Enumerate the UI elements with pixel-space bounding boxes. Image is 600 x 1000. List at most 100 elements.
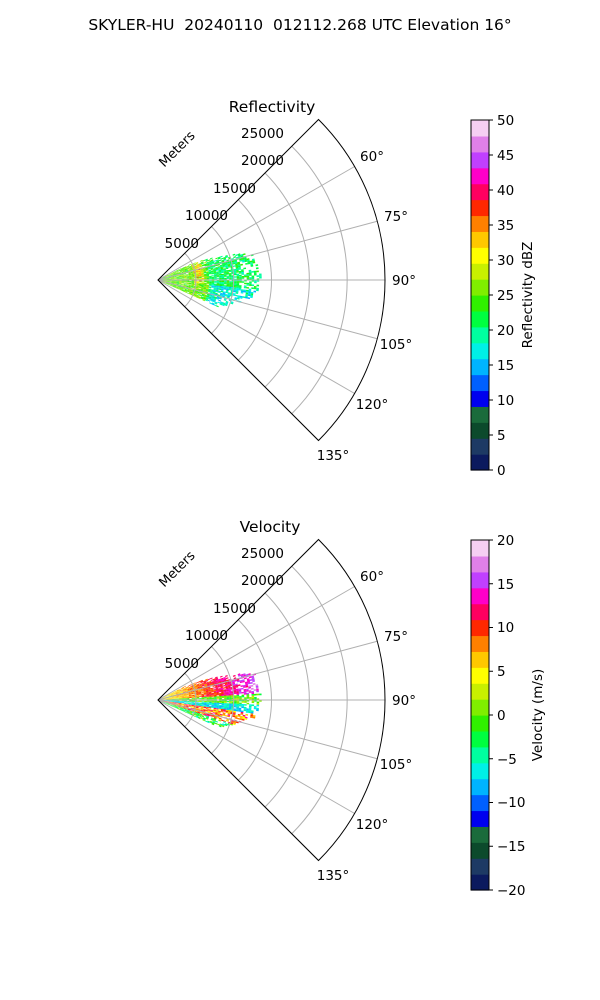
field-cell <box>252 680 255 683</box>
field-cell <box>218 288 222 290</box>
field-cell <box>195 708 199 710</box>
field-cell <box>247 261 251 263</box>
field-cell <box>176 695 179 696</box>
field-cell <box>209 295 212 298</box>
field-cell <box>181 268 185 270</box>
field-cell <box>163 276 167 278</box>
field-cell <box>196 286 199 288</box>
field-cell <box>205 678 208 681</box>
field-cell <box>171 704 174 706</box>
field-cell <box>221 692 224 695</box>
field-cell <box>198 274 202 276</box>
field-cell <box>238 270 242 273</box>
field-cell <box>186 286 189 288</box>
field-cell <box>218 274 222 276</box>
field-cell <box>206 703 210 705</box>
field-cell <box>206 276 210 277</box>
field-cell <box>213 272 217 274</box>
field-cell <box>185 288 189 290</box>
field-cell <box>226 701 230 703</box>
field-cell <box>241 691 244 694</box>
field-cell <box>188 285 192 287</box>
field-cell <box>195 271 199 273</box>
field-cell <box>166 278 170 279</box>
field-cell <box>209 720 213 723</box>
field-cell <box>235 709 239 712</box>
field-cell <box>197 265 200 268</box>
field-cell <box>234 695 237 697</box>
field-cell <box>191 275 195 277</box>
field-cell <box>189 266 192 268</box>
field-cell <box>218 694 222 696</box>
field-cell <box>203 261 207 264</box>
field-cell <box>250 264 254 267</box>
field-cell <box>194 267 198 269</box>
field-cell <box>225 710 229 713</box>
field-cell <box>171 694 174 696</box>
field-cell <box>194 291 198 293</box>
field-cell <box>201 697 205 698</box>
colorbar-segment <box>471 635 489 652</box>
field-cell <box>169 278 172 279</box>
field-cell <box>216 262 220 264</box>
colorbar-segment <box>471 715 489 732</box>
field-cell <box>180 272 184 274</box>
field-cell <box>223 720 227 723</box>
field-cell <box>176 278 180 279</box>
field-cell <box>204 683 207 685</box>
field-cell <box>213 693 217 695</box>
field-cell <box>198 683 202 686</box>
field-cell <box>227 266 231 268</box>
field-cell <box>178 694 182 696</box>
field-cell <box>238 266 241 269</box>
field-cell <box>220 686 224 689</box>
field-cell <box>248 705 252 708</box>
field-cell <box>202 290 206 292</box>
field-cell <box>171 276 174 278</box>
field-cell <box>210 679 214 681</box>
field-cell <box>232 261 235 264</box>
field-cell <box>253 286 257 288</box>
field-cell <box>233 271 237 273</box>
field-cell <box>232 262 236 265</box>
field-cell <box>173 276 177 277</box>
field-cell <box>189 700 192 702</box>
field-cell <box>201 692 204 694</box>
field-cell <box>235 683 238 686</box>
field-cell <box>256 289 259 292</box>
field-cell <box>196 704 200 706</box>
field-cell <box>236 708 239 711</box>
field-cell <box>169 698 172 699</box>
field-cell <box>184 697 187 699</box>
field-cell <box>177 690 181 693</box>
field-cell <box>174 697 177 699</box>
field-cell <box>205 680 209 682</box>
field-cell <box>234 696 237 698</box>
field-cell <box>251 678 255 681</box>
field-cell <box>223 676 226 679</box>
field-cell <box>206 281 210 283</box>
field-cell <box>221 693 225 696</box>
field-cell <box>208 287 212 289</box>
field-cell <box>168 274 171 276</box>
field-cell <box>181 276 185 277</box>
field-cell <box>186 712 190 714</box>
field-cell <box>224 704 227 706</box>
field-cell <box>209 698 212 700</box>
field-cell <box>181 698 185 700</box>
colorbar-tick-label: 0 <box>497 708 506 724</box>
field-cell <box>200 297 204 300</box>
field-cell <box>190 707 194 709</box>
field-cell <box>221 274 225 277</box>
field-cell <box>206 275 210 277</box>
field-cell <box>223 690 227 692</box>
field-cell <box>252 261 256 264</box>
field-cell <box>174 696 177 698</box>
field-cell <box>234 284 237 287</box>
field-cell <box>248 271 252 273</box>
field-cell <box>210 289 214 291</box>
field-cell <box>224 281 227 283</box>
field-cell <box>179 696 182 697</box>
field-cell <box>228 693 232 695</box>
field-cell <box>163 702 167 704</box>
